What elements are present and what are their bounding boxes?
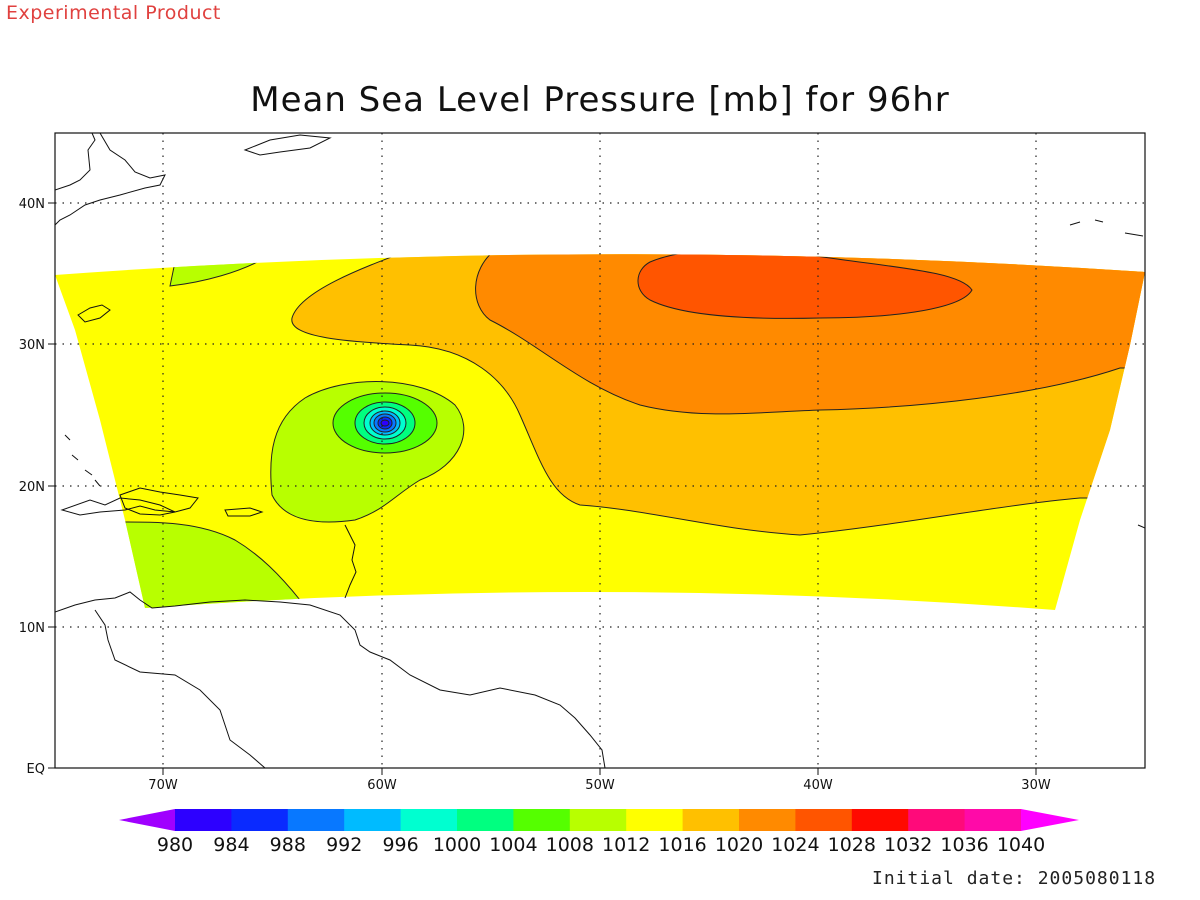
colorbar-swatch [851, 809, 909, 831]
colorbar-arrow-high [1021, 809, 1079, 831]
coast-bermuda [77, 304, 111, 323]
colorbar-swatch [795, 809, 853, 831]
colorbar-label: 980 [157, 834, 193, 856]
colorbar-label: 1016 [658, 834, 706, 856]
x-tick-label: 60W [367, 778, 397, 793]
y-tick-label: 20N [19, 480, 45, 495]
initial-date: Initial date: 2005080118 [872, 868, 1157, 889]
product-note: Experimental Product [6, 2, 221, 24]
page-title: Mean Sea Level Pressure [mb] for 96hr [250, 80, 950, 120]
coast-nova-scotia [243, 134, 332, 156]
colorbar-label: 984 [213, 834, 249, 856]
colorbar-label: 1036 [940, 834, 988, 856]
colorbar-label: 1024 [771, 834, 819, 856]
colorbar-label: 1040 [997, 834, 1045, 856]
colorbar-swatch [739, 809, 796, 831]
coastlines [55, 133, 1145, 768]
band-980-984 [380, 419, 390, 427]
x-tick-label: 30W [1021, 778, 1051, 793]
colorbar-label: 1020 [715, 834, 763, 856]
x-tick-label: 70W [148, 778, 178, 793]
colorbar-swatch [513, 809, 571, 831]
colorbar-swatch [457, 809, 514, 831]
coast-puerto-rico [224, 507, 264, 517]
coast-hispaniola [119, 487, 199, 516]
x-tick-label: 40W [803, 778, 833, 793]
axis-ticks [48, 202, 1037, 775]
pressure-field [55, 133, 1145, 768]
colorbar-swatch [287, 809, 345, 831]
colorbar-swatch [175, 809, 232, 831]
coast-lesser-antilles [344, 524, 357, 599]
colorbar-label: 992 [326, 834, 362, 856]
x-tick-label: 50W [585, 778, 615, 793]
band-1024-1028 [637, 254, 973, 319]
coast-cape-verde [1137, 524, 1145, 529]
colorbar-swatch [400, 809, 458, 831]
colorbar-label: 988 [270, 834, 306, 856]
colorbar-label: 1004 [489, 834, 537, 856]
coast-azores [1069, 219, 1144, 237]
colorbar-label: 1028 [828, 834, 876, 856]
colorbar-label: 1008 [546, 834, 594, 856]
y-tick-label: EQ [27, 762, 45, 777]
colorbar-swatch [682, 809, 740, 831]
coast-bahamas [64, 434, 101, 487]
colorbar-label: 1000 [433, 834, 481, 856]
colorbar: 980 984 988 992 996 1000 1004 1008 1012 1016 1020 1… [119, 809, 1079, 856]
colorbar-swatch [569, 809, 627, 831]
coast-south-america [55, 591, 606, 768]
colorbar-swatch [964, 809, 1022, 831]
coast-north-america [55, 133, 166, 226]
y-tick-label: 40N [19, 197, 45, 212]
y-tick-label: 10N [19, 621, 45, 636]
colorbar-swatch [344, 809, 402, 831]
colorbar-label: 1012 [602, 834, 650, 856]
colorbar-swatch [908, 809, 966, 831]
colorbar-arrow-low [119, 809, 175, 831]
grid-lines [55, 133, 1145, 768]
colorbar-label: 1032 [884, 834, 932, 856]
colorbar-swatch [626, 809, 684, 831]
y-tick-label: 30N [19, 338, 45, 353]
colorbar-label: 996 [382, 834, 418, 856]
colorbar-swatch [231, 809, 289, 831]
